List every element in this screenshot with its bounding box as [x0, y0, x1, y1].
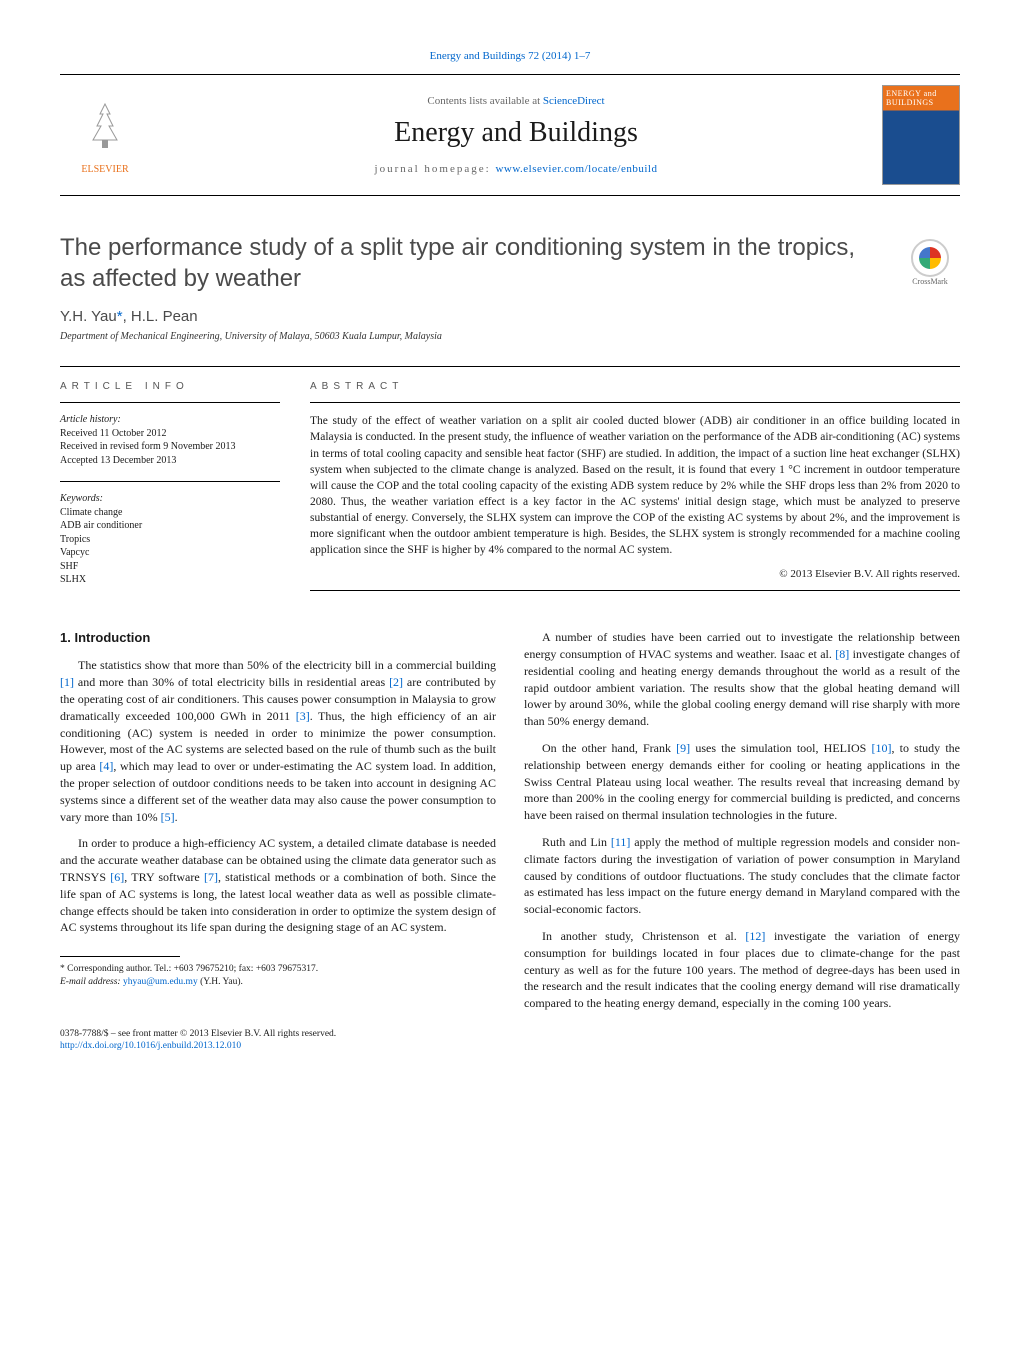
crossmark-badge[interactable]: CrossMark — [900, 232, 960, 292]
citation-link[interactable]: [2] — [389, 675, 403, 689]
history-revised: Received in revised form 9 November 2013 — [60, 440, 280, 454]
keyword: ADB air conditioner — [60, 519, 280, 533]
corr-star: * — [60, 964, 65, 974]
footnote-separator — [60, 956, 180, 957]
abs-rule-1 — [310, 402, 960, 403]
paragraph: The statistics show that more than 50% o… — [60, 657, 496, 825]
keyword: Vapcyc — [60, 546, 280, 560]
journal-cover-thumbnail[interactable]: ENERGY and BUILDINGS — [882, 85, 960, 185]
paragraph: In order to produce a high-efficiency AC… — [60, 835, 496, 936]
journal-reference: Energy and Buildings 72 (2014) 1–7 — [60, 50, 960, 62]
citation-link[interactable]: [5] — [161, 810, 175, 824]
paragraph: A number of studies have been carried ou… — [524, 629, 960, 730]
email-link[interactable]: yhyau@um.edu.my — [123, 977, 198, 987]
authors: Y.H. Yau*, H.L. Pean — [60, 308, 960, 325]
corresponding-author-footnote: * Corresponding author. Tel.: +603 79675… — [60, 963, 496, 988]
article-history: Article history: Received 11 October 201… — [60, 413, 280, 467]
cover-title: ENERGY and BUILDINGS — [886, 89, 956, 107]
citation-link[interactable]: [10] — [872, 741, 892, 755]
doi-link[interactable]: http://dx.doi.org/10.1016/j.enbuild.2013… — [60, 1041, 241, 1051]
citation-link[interactable]: [4] — [99, 759, 113, 773]
page-footer: 0378-7788/$ – see front matter © 2013 El… — [60, 1028, 960, 1053]
citation-link[interactable]: [11] — [611, 835, 631, 849]
abstract-label: abstract — [310, 381, 960, 392]
issn-line: 0378-7788/$ – see front matter © 2013 El… — [60, 1028, 960, 1040]
crossmark-label: CrossMark — [912, 277, 948, 286]
section-heading-intro: 1. Introduction — [60, 629, 496, 647]
keywords-header: Keywords: — [60, 492, 280, 506]
history-received: Received 11 October 2012 — [60, 427, 280, 441]
contents-lists: Contents lists available at ScienceDirec… — [170, 95, 862, 107]
author-1: Y.H. Yau — [60, 308, 117, 325]
paragraph: On the other hand, Frank [9] uses the si… — [524, 740, 960, 824]
author-2: , H.L. Pean — [123, 308, 198, 325]
body-text: 1. Introduction The statistics show that… — [60, 629, 960, 1012]
citation-link[interactable]: [6] — [110, 870, 124, 884]
citation-link[interactable]: [12] — [745, 929, 765, 943]
keyword: SHF — [60, 560, 280, 574]
article-title: The performance study of a split type ai… — [60, 232, 900, 294]
keyword: Climate change — [60, 506, 280, 520]
history-header: Article history: — [60, 413, 280, 427]
elsevier-logo[interactable]: ELSEVIER — [60, 88, 150, 183]
rule-top — [60, 74, 960, 75]
crossmark-icon — [919, 247, 941, 269]
keyword: SLHX — [60, 573, 280, 587]
citation-link[interactable]: [7] — [204, 870, 218, 884]
journal-title: Energy and Buildings — [170, 117, 862, 149]
paragraph: In another study, Christenson et al. [12… — [524, 928, 960, 1012]
article-info-label: article info — [60, 381, 280, 392]
journal-ref-link[interactable]: Energy and Buildings 72 (2014) 1–7 — [430, 50, 591, 62]
rule-banner-bottom — [60, 195, 960, 196]
abstract-text: The study of the effect of weather varia… — [310, 413, 960, 558]
meta-rule-1 — [60, 402, 280, 403]
journal-banner: ELSEVIER Contents lists available at Sci… — [60, 81, 960, 189]
citation-link[interactable]: [3] — [296, 709, 310, 723]
homepage-link[interactable]: www.elsevier.com/locate/enbuild — [495, 163, 657, 175]
sciencedirect-link[interactable]: ScienceDirect — [543, 95, 605, 107]
meta-rule-2 — [60, 481, 280, 482]
elsevier-text: ELSEVIER — [81, 164, 128, 175]
history-accepted: Accepted 13 December 2013 — [60, 454, 280, 468]
citation-link[interactable]: [8] — [835, 647, 849, 661]
elsevier-tree-icon — [75, 96, 135, 164]
keyword: Tropics — [60, 533, 280, 547]
citation-link[interactable]: [9] — [676, 741, 690, 755]
abs-rule-2 — [310, 590, 960, 591]
keywords-block: Keywords: Climate change ADB air conditi… — [60, 492, 280, 587]
journal-homepage: journal homepage: www.elsevier.com/locat… — [170, 163, 862, 175]
paragraph: Ruth and Lin [11] apply the method of mu… — [524, 834, 960, 918]
citation-link[interactable]: [1] — [60, 675, 74, 689]
abstract-copyright: © 2013 Elsevier B.V. All rights reserved… — [310, 568, 960, 580]
affiliation: Department of Mechanical Engineering, Un… — [60, 331, 960, 342]
